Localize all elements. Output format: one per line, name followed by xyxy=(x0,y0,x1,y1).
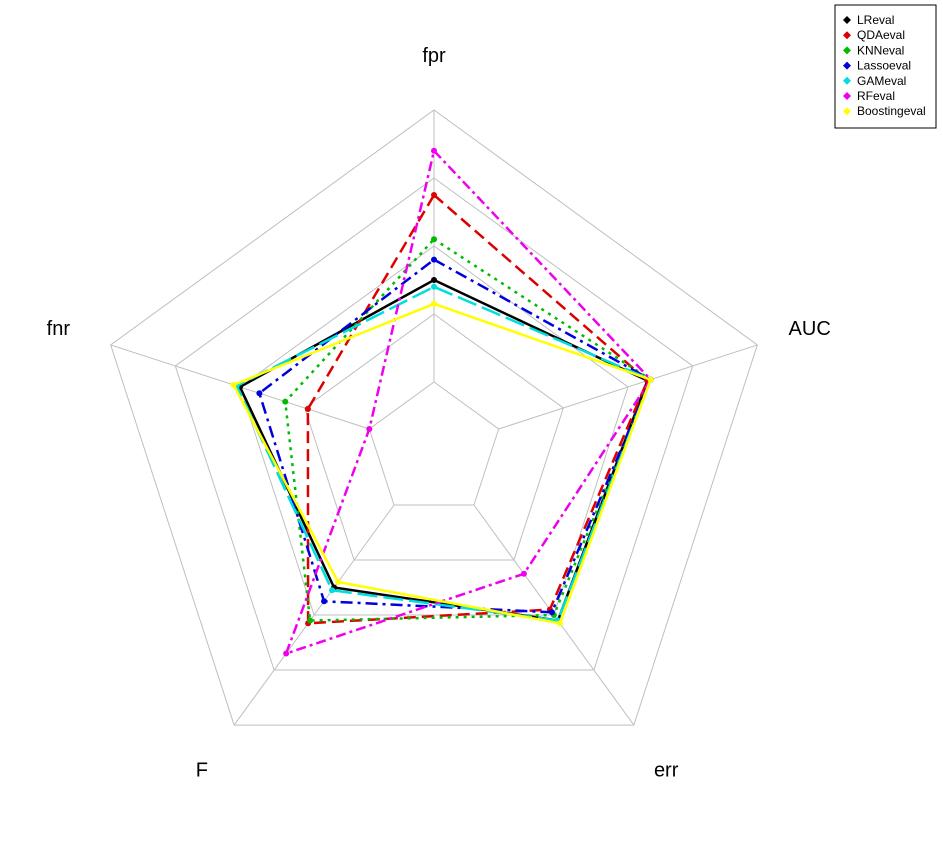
legend-marker-Boostingeval xyxy=(843,107,851,116)
grid-ring-1 xyxy=(368,381,500,506)
grid-ring-4 xyxy=(174,177,694,671)
axis-label-fnr: fnr xyxy=(47,318,71,340)
point-Lassoeval-err xyxy=(548,609,555,616)
legend-marker-RFeval xyxy=(843,92,851,100)
axis-label-err: err xyxy=(654,760,679,782)
point-KNNeval-F xyxy=(307,617,314,624)
point-Lassoeval-F xyxy=(321,598,328,605)
point-QDAeval-fpr xyxy=(431,192,437,198)
legend-label-Boostingeval: Boostingeval xyxy=(857,104,926,118)
point-GAMeval-fpr xyxy=(431,283,437,290)
legend-entry-GAMeval: GAMeval xyxy=(843,74,906,88)
series-line-Lassoeval xyxy=(257,258,653,614)
point-RFeval-fpr xyxy=(431,147,437,154)
point-KNNeval-fnr xyxy=(282,398,289,405)
series-line-RFeval xyxy=(284,148,653,656)
legend-entry-LReval: LReval xyxy=(843,13,894,27)
legend-label-GAMeval: GAMeval xyxy=(857,74,906,88)
legend-marker-LReval xyxy=(843,16,851,24)
spoke-AUC xyxy=(498,344,758,430)
series-line-LReval xyxy=(238,278,649,622)
series-layer xyxy=(230,147,654,657)
legend-entry-KNNeval: KNNeval xyxy=(843,43,904,57)
legend-label-KNNeval: KNNeval xyxy=(857,43,904,57)
legend-marker-Lassoeval xyxy=(843,61,851,70)
point-Lassoeval-fpr xyxy=(431,256,437,263)
spoke-F xyxy=(233,504,395,726)
point-RFeval-err xyxy=(520,570,527,577)
legend-marker-GAMeval xyxy=(843,76,851,85)
legend-entry-Boostingeval: Boostingeval xyxy=(843,104,926,118)
legend-entry-QDAeval: QDAeval xyxy=(843,28,905,42)
point-Boostingeval-fnr xyxy=(230,381,237,388)
series-line-Boostingeval xyxy=(231,302,653,625)
axis-label-AUC: AUC xyxy=(789,318,831,340)
series-line-GAMeval xyxy=(235,285,653,622)
legend-entry-Lassoeval: Lassoeval xyxy=(843,59,911,73)
point-Lassoeval-fnr xyxy=(256,390,263,397)
point-RFeval-F xyxy=(283,650,290,657)
point-LReval-fpr xyxy=(431,277,437,283)
series-line-KNNeval xyxy=(283,237,653,622)
point-QDAeval-fnr xyxy=(304,406,311,413)
radar-spokes xyxy=(110,110,758,726)
point-RFeval-fnr xyxy=(366,425,373,432)
point-KNNeval-fpr xyxy=(431,236,437,243)
legend-label-LReval: LReval xyxy=(857,13,894,27)
axis-label-F: F xyxy=(196,760,208,782)
series-Boostingeval xyxy=(230,300,654,627)
point-Boostingeval-F xyxy=(335,579,342,586)
series-QDAeval xyxy=(304,192,651,627)
legend-entry-RFeval: RFeval xyxy=(843,89,895,103)
series-KNNeval xyxy=(282,236,654,624)
legend-label-Lassoeval: Lassoeval xyxy=(857,59,911,73)
series-GAMeval xyxy=(233,283,654,624)
point-Boostingeval-err xyxy=(556,620,563,627)
radar-grid xyxy=(110,109,758,726)
legend-marker-QDAeval xyxy=(843,31,851,40)
legend-label-QDAeval: QDAeval xyxy=(857,28,905,42)
grid-ring-2 xyxy=(304,313,564,561)
grid-ring-3 xyxy=(239,245,629,616)
legend-box xyxy=(834,4,937,129)
point-GAMeval-F xyxy=(329,587,336,594)
point-Boostingeval-fpr xyxy=(431,300,437,307)
axis-label-fpr: fpr xyxy=(422,45,446,67)
legend-label-RFeval: RFeval xyxy=(857,89,895,103)
series-line-QDAeval xyxy=(306,193,649,625)
point-Boostingeval-AUC xyxy=(647,376,654,383)
grid-ring-5 xyxy=(110,109,758,726)
legend-marker-KNNeval xyxy=(843,46,851,55)
